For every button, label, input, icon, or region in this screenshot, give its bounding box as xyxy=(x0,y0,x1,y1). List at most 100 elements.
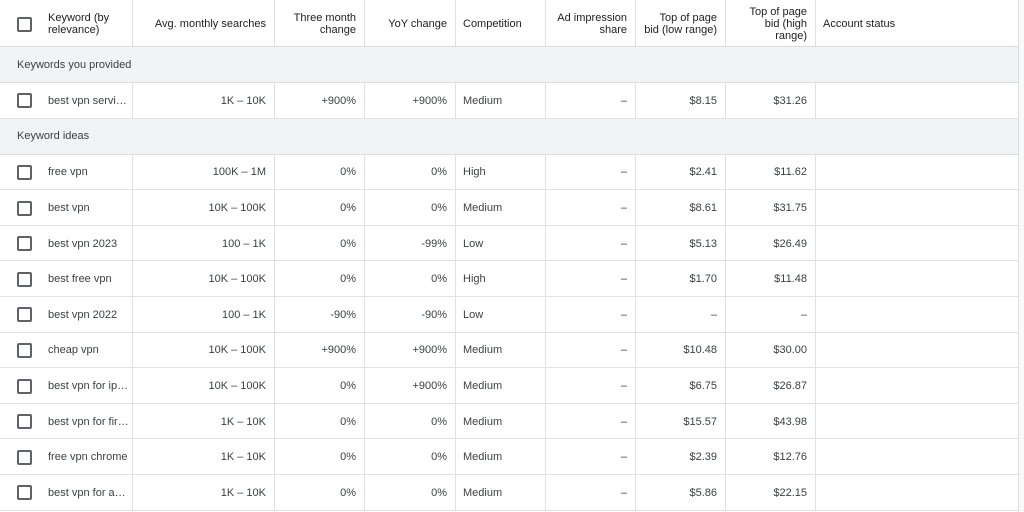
row-divider xyxy=(0,331,1018,333)
group-header: Keywords you provided xyxy=(0,47,1018,83)
column-header[interactable]: Ad impression share xyxy=(557,11,627,36)
column-divider xyxy=(274,439,275,475)
data-cell: $31.26 xyxy=(773,94,807,107)
select-all-checkbox[interactable] xyxy=(17,17,32,32)
row-checkbox[interactable] xyxy=(17,342,32,358)
column-divider xyxy=(455,154,456,191)
column-divider xyxy=(364,368,365,404)
data-cell: +900% xyxy=(321,344,356,357)
data-cell: -90% xyxy=(330,308,356,321)
row-checkbox[interactable] xyxy=(17,271,32,287)
column-divider xyxy=(132,225,133,262)
data-cell: 0% xyxy=(340,273,356,286)
column-divider xyxy=(132,83,133,119)
row-checkbox[interactable] xyxy=(17,93,32,109)
column-divider xyxy=(274,475,275,511)
column-divider xyxy=(815,0,816,47)
column-header[interactable]: Keyword (by relevance) xyxy=(48,11,110,36)
data-cell: $5.13 xyxy=(689,237,717,250)
column-header[interactable]: Three month change xyxy=(293,11,356,36)
data-cell: 1K – 10K xyxy=(220,415,266,428)
column-divider xyxy=(364,154,365,191)
column-divider xyxy=(274,154,275,191)
row-checkbox[interactable] xyxy=(17,414,32,430)
column-divider xyxy=(274,225,275,262)
column-divider xyxy=(455,261,456,297)
data-cell: – xyxy=(620,201,627,214)
column-divider xyxy=(274,0,275,47)
column-divider xyxy=(545,332,546,369)
data-cell: 100K – 1M xyxy=(212,166,266,179)
column-divider xyxy=(455,83,456,119)
keyword-cell: best vpn 2022 xyxy=(48,308,118,321)
row-divider xyxy=(0,402,1018,404)
column-divider xyxy=(545,403,546,440)
data-cell: $2.39 xyxy=(689,451,717,464)
data-cell: – xyxy=(620,344,627,357)
data-cell: $31.75 xyxy=(773,201,807,214)
column-divider xyxy=(635,368,636,404)
row-checkbox[interactable] xyxy=(17,307,32,323)
data-cell: Medium xyxy=(463,415,503,428)
keyword-cell: best vpn xyxy=(48,201,90,214)
column-divider xyxy=(274,190,275,226)
column-divider xyxy=(545,154,546,191)
data-cell: 1K – 10K xyxy=(220,486,266,499)
column-header[interactable]: Account status xyxy=(823,17,896,30)
column-divider xyxy=(545,368,546,404)
data-cell: +900% xyxy=(412,94,447,107)
column-divider xyxy=(635,190,636,226)
row-checkbox[interactable] xyxy=(17,378,32,394)
data-cell: Medium xyxy=(463,451,503,464)
column-header[interactable]: Competition xyxy=(463,17,522,30)
column-divider xyxy=(815,475,816,511)
column-divider xyxy=(455,475,456,511)
keyword-cell: best vpn for fir… xyxy=(48,415,129,428)
data-cell: Medium xyxy=(463,344,503,357)
keyword-cell: free vpn xyxy=(48,166,88,179)
column-divider xyxy=(364,261,365,297)
column-divider xyxy=(635,154,636,191)
row-checkbox[interactable] xyxy=(17,236,32,252)
data-cell: 10K – 100K xyxy=(208,273,267,286)
row-checkbox[interactable] xyxy=(17,485,32,501)
column-divider xyxy=(635,297,636,333)
column-divider xyxy=(725,297,726,333)
column-divider xyxy=(274,297,275,333)
column-divider xyxy=(132,154,133,191)
data-cell: $8.61 xyxy=(689,201,717,214)
column-divider xyxy=(725,403,726,440)
column-divider xyxy=(635,439,636,475)
column-divider xyxy=(815,190,816,226)
column-divider xyxy=(132,403,133,440)
column-header[interactable]: Avg. monthly searches xyxy=(154,17,266,30)
data-cell: 0% xyxy=(431,201,447,214)
data-cell: +900% xyxy=(412,344,447,357)
column-divider xyxy=(455,332,456,369)
data-cell: Low xyxy=(463,308,484,321)
side-panel xyxy=(1018,0,1024,512)
column-header[interactable]: Top of page bid (high range) xyxy=(749,5,808,42)
row-divider xyxy=(0,189,1018,191)
column-divider xyxy=(725,83,726,119)
data-cell: 0% xyxy=(340,415,356,428)
column-divider xyxy=(635,225,636,262)
data-cell: $11.48 xyxy=(774,273,807,286)
column-divider xyxy=(364,332,365,369)
column-header[interactable]: Top of page bid (low range) xyxy=(644,11,717,36)
keyword-cell: best vpn 2023 xyxy=(48,237,118,250)
row-checkbox[interactable] xyxy=(17,200,32,216)
row-checkbox[interactable] xyxy=(17,164,32,180)
column-divider xyxy=(545,0,546,47)
data-cell: $8.15 xyxy=(689,94,717,107)
data-cell: 10K – 100K xyxy=(208,201,267,214)
column-divider xyxy=(815,83,816,119)
keyword-cell: cheap vpn xyxy=(48,344,99,357)
row-divider xyxy=(0,509,1018,511)
data-cell: High xyxy=(463,166,486,179)
data-cell: $15.57 xyxy=(683,415,717,428)
data-cell: -99% xyxy=(421,237,447,250)
data-cell: 0% xyxy=(340,451,356,464)
column-header[interactable]: YoY change xyxy=(388,17,447,30)
row-checkbox[interactable] xyxy=(17,449,32,465)
